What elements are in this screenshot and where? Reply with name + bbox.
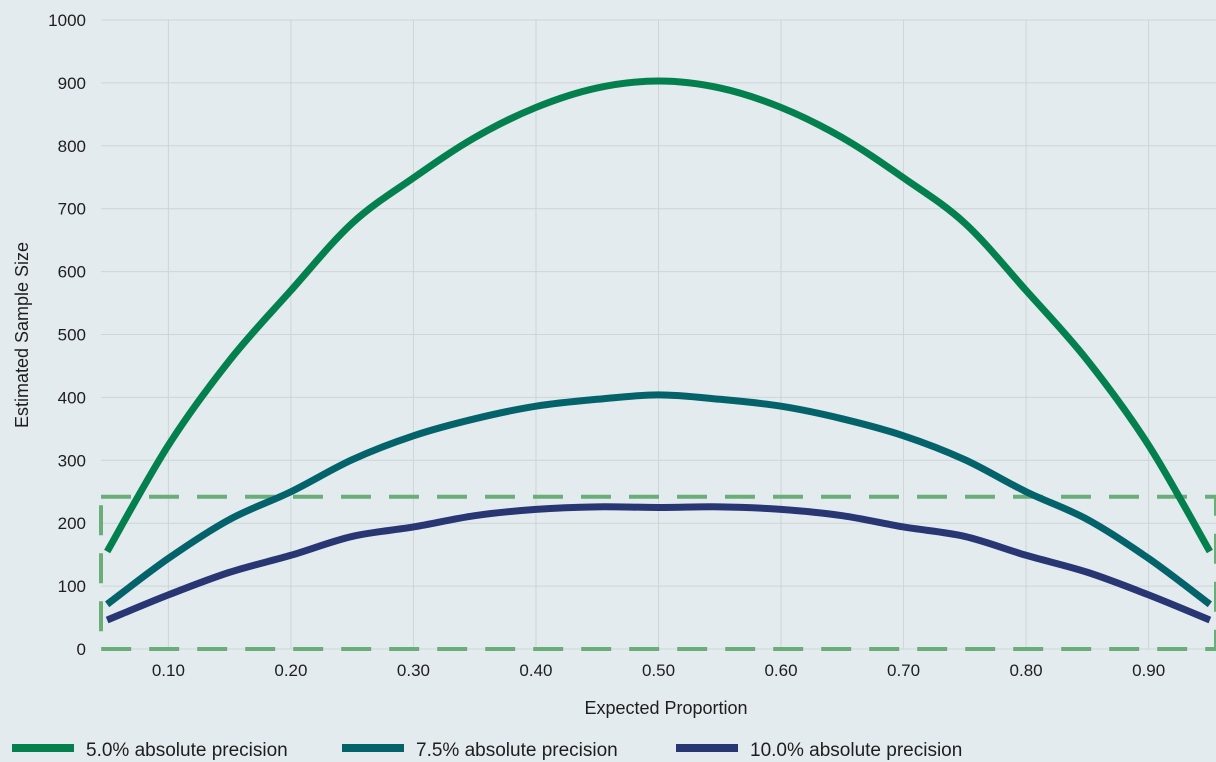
x-tick-label: 0.30 <box>397 661 430 680</box>
y-axis-title: Estimated Sample Size <box>12 242 32 428</box>
x-tick-label: 0.40 <box>519 661 552 680</box>
x-tick-label: 0.90 <box>1132 661 1165 680</box>
x-tick-label: 0.60 <box>764 661 797 680</box>
y-tick-label: 600 <box>58 263 86 282</box>
legend-swatch <box>676 744 738 752</box>
x-tick-label: 0.20 <box>274 661 307 680</box>
grid <box>101 19 1216 650</box>
y-tick-label: 1000 <box>48 11 86 30</box>
series-line-2 <box>105 391 1212 608</box>
y-tick-label: 100 <box>58 577 86 596</box>
legend-swatch <box>342 744 404 752</box>
x-tick-label: 0.50 <box>642 661 675 680</box>
y-tick-label: 300 <box>58 451 86 470</box>
x-tick-label: 0.80 <box>1010 661 1043 680</box>
x-axis-ticks: 0.10 0.20 0.30 0.40 0.50 0.60 0.70 0.80 0.90 <box>152 661 1165 680</box>
y-tick-label: 700 <box>58 200 86 219</box>
y-axis-ticks: 0 100 200 300 400 500 600 700 800 900 1000 <box>48 11 86 659</box>
y-tick-label: 900 <box>58 74 86 93</box>
y-tick-label: 800 <box>58 137 86 156</box>
highlight-box <box>99 494 1216 652</box>
legend: 5.0% absolute precision 7.5% absolute pre… <box>12 740 962 761</box>
series-lines <box>104 77 1213 624</box>
x-tick-label: 0.10 <box>152 661 185 680</box>
y-tick-label: 200 <box>58 514 86 533</box>
legend-swatch <box>12 744 74 752</box>
highlight-dashed-box <box>99 494 1216 652</box>
legend-label: 5.0% absolute precision <box>86 740 288 761</box>
y-tick-label: 400 <box>58 388 86 407</box>
legend-label: 7.5% absolute precision <box>416 740 618 761</box>
legend-label: 10.0% absolute precision <box>750 740 962 761</box>
y-tick-label: 500 <box>58 326 86 345</box>
series-line-1 <box>104 77 1213 554</box>
x-axis-title: Expected Proportion <box>584 698 747 718</box>
series-line-3 <box>105 503 1212 624</box>
y-tick-label: 0 <box>77 640 86 659</box>
x-tick-label: 0.70 <box>887 661 920 680</box>
